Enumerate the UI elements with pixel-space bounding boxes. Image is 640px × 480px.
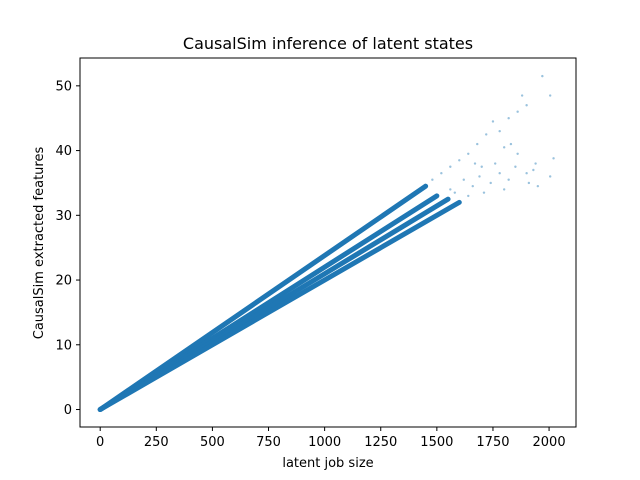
scatter-point-20 <box>527 181 531 185</box>
scatter-point-25 <box>489 181 492 185</box>
scatter-point-33 <box>494 162 497 165</box>
scatter-point-18 <box>534 162 537 165</box>
y-tick-label-4: 30 <box>55 209 72 224</box>
x-axis-ticks: 0 250 500 750 1000 1250 1500 1750 2000 <box>96 427 566 450</box>
x-tick-label-8: 1750 <box>476 435 509 450</box>
y-axis-label: CausalSim extracted features <box>32 147 47 340</box>
scatter-point-3 <box>449 165 452 168</box>
plot-area <box>97 74 555 413</box>
scatter-point-13 <box>525 104 528 107</box>
scatter-point-31 <box>453 191 457 194</box>
x-tick-label-6: 1250 <box>364 435 397 450</box>
x-tick-label-2: 250 <box>144 435 169 450</box>
scatter-point-36 <box>516 152 519 156</box>
scatter-point-1 <box>431 178 434 181</box>
scatter-point-11 <box>516 110 519 113</box>
scatter-point-32 <box>449 188 452 191</box>
scatter-point-9 <box>498 129 501 133</box>
x-tick-label-4: 750 <box>256 435 281 450</box>
scatter-point-40 <box>536 184 540 188</box>
x-tick-label-1: 0 <box>96 435 104 450</box>
scatter-point-22 <box>507 178 510 181</box>
x-axis-label: latent job size <box>282 456 373 471</box>
y-tick-label-6: 50 <box>55 79 72 94</box>
scatter-point-28 <box>471 184 474 188</box>
scatter-point-30 <box>462 178 465 181</box>
scatter-point-23 <box>502 188 506 191</box>
trend-band-4 <box>97 199 462 413</box>
scatter-point-5 <box>467 152 470 156</box>
scatter-point-29 <box>467 194 470 198</box>
y-axis-ticks: 0 10 20 30 40 50 <box>55 79 80 418</box>
scatter-point-34 <box>502 146 506 149</box>
scatter-point-2 <box>440 172 443 175</box>
scatter-point-17 <box>548 175 552 178</box>
scatter-point-14 <box>541 74 544 78</box>
scatter-point-26 <box>482 191 486 194</box>
scatter-point-21 <box>514 165 517 168</box>
y-tick-label-1: 0 <box>64 403 72 418</box>
scatter-point-7 <box>485 133 488 136</box>
scatter-point-19 <box>532 168 535 172</box>
y-tick-label-5: 40 <box>55 144 72 159</box>
y-tick-label-2: 10 <box>55 338 72 353</box>
scatter-point-39 <box>525 172 528 175</box>
scatter-point-24 <box>498 172 501 175</box>
chart-title: CausalSim inference of latent states <box>183 34 473 53</box>
scatter-point-8 <box>491 120 495 123</box>
scatter-point-12 <box>520 94 524 97</box>
scatter-point-10 <box>507 117 510 120</box>
x-tick-label-5: 1000 <box>308 435 341 450</box>
scatter-point-4 <box>458 159 461 162</box>
scatter-point-6 <box>476 142 479 146</box>
scatter-point-35 <box>509 142 513 146</box>
x-tick-label-9: 2000 <box>533 435 566 450</box>
scatter-point-37 <box>480 165 483 168</box>
x-tick-label-7: 1500 <box>420 435 453 450</box>
scatter-point-27 <box>478 175 481 178</box>
scatter-point-38 <box>473 162 477 165</box>
x-tick-label-3: 500 <box>200 435 225 450</box>
y-tick-label-3: 20 <box>55 274 72 289</box>
axes-frame <box>79 57 577 428</box>
scatter-point-15 <box>548 94 552 97</box>
scatter-point-16 <box>552 157 555 160</box>
